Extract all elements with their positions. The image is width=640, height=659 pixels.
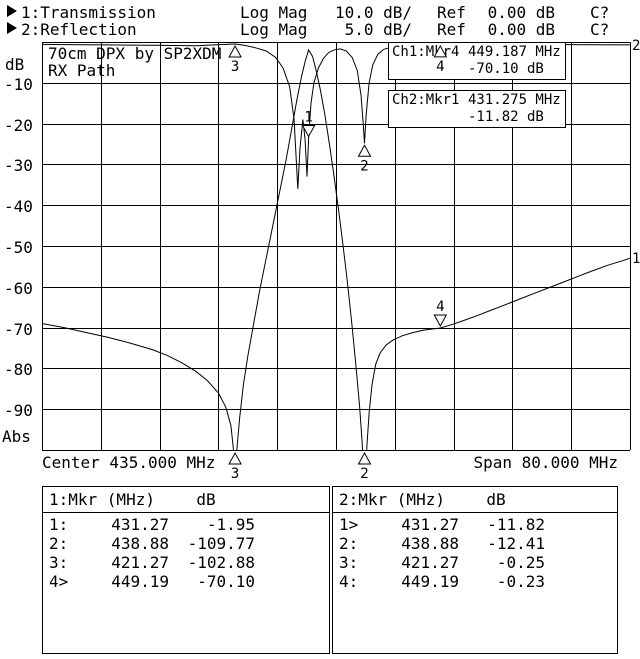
- readout-ch1-label: Ch1:Mkr4: [392, 44, 460, 60]
- marker-table-header-divider: [333, 512, 617, 513]
- marker-db: -0.23: [496, 572, 545, 591]
- marker-frequency: 438.88: [111, 534, 169, 553]
- marker-db: -0.25: [496, 553, 545, 572]
- plot-title-line2: RX Path: [48, 61, 116, 80]
- trace-number-label: 1: [632, 251, 640, 267]
- y-axis-tick-label: -90: [4, 401, 33, 421]
- marker-table-ch1: 1:Mkr (MHz) dB 1: 431.27 -1.95 2: 438.88 -109.7…: [42, 486, 330, 654]
- marker-table-row: 2: 438.88 -109.77: [43, 534, 329, 553]
- grid-lines: [42, 42, 631, 451]
- readout-ch1-frequency: 449.187 MHz: [468, 44, 561, 60]
- marker-table-row: 2: 438.88 -12.41: [333, 534, 617, 553]
- readout-ch2-frequency: 431.275 MHz: [468, 92, 561, 108]
- y-axis-tick-label: -40: [4, 197, 33, 217]
- trace2-label: 2:Reflection: [21, 20, 137, 39]
- center-frequency-label: Center 435.000 MHz: [42, 453, 216, 472]
- trace-number-label: 2: [632, 38, 640, 54]
- marker-table-row: 4> 449.19 -70.10: [43, 572, 329, 591]
- marker-index: 1:: [49, 515, 69, 534]
- y-axis-tick-label: -70: [4, 319, 33, 339]
- marker-index: 1>: [339, 515, 359, 534]
- marker-table-row: 4: 449.19 -0.23: [333, 572, 617, 591]
- marker-index: 2:: [339, 534, 359, 553]
- trace1-format: Log Mag: [240, 3, 308, 22]
- marker-index: 4>: [49, 572, 69, 591]
- marker-table-header-label: 2:Mkr (MHz): [339, 490, 445, 509]
- active-trace2-icon: [7, 22, 17, 34]
- marker-table-row: 1> 431.27 -11.82: [333, 515, 617, 534]
- marker-index: 3:: [339, 553, 359, 572]
- marker-table-ch2: 2:Mkr (MHz) dB 1> 431.27 -11.82 2: 438.88 -12.4…: [332, 486, 618, 654]
- marker-table-row: 3: 421.27 -102.88: [43, 553, 329, 572]
- marker-frequency: 431.27: [111, 515, 169, 534]
- marker-frequency: 421.27: [111, 553, 169, 572]
- marker-db: -1.95: [206, 515, 255, 534]
- y-axis-unit-label: dB: [5, 55, 25, 74]
- trace2-ref-label: Ref: [437, 20, 466, 39]
- marker-db: -109.77: [187, 534, 255, 553]
- y-axis-abs-label: Abs: [2, 427, 31, 446]
- marker-frequency: 449.19: [401, 572, 459, 591]
- trace2-format: Log Mag: [240, 20, 308, 39]
- y-axis-tick-label: -20: [4, 115, 33, 135]
- trace1-ref-label: Ref: [437, 3, 466, 22]
- status-line-trace1: 1:Transmission Log Mag 10.0 dB/ Ref 0.00…: [0, 3, 640, 22]
- active-trace1-icon: [7, 5, 17, 17]
- marker-table-row: 1: 431.27 -1.95: [43, 515, 329, 534]
- y-axis-tick-label: -80: [4, 360, 33, 380]
- trace1-scale: 10.0 dB/: [334, 3, 412, 22]
- span-label: Span 80.000 MHz: [473, 453, 619, 472]
- plot-title-line1: 70cm DPX by SP2XDM: [48, 44, 222, 63]
- marker-frequency: 431.27: [401, 515, 459, 534]
- readout-ch2-label: Ch2:Mkr1: [392, 92, 460, 108]
- marker-table-header-label: 1:Mkr (MHz): [49, 490, 155, 509]
- marker-frequency: 421.27: [401, 553, 459, 572]
- marker-db: -70.10: [197, 572, 255, 591]
- trace1-cal-status: C?: [590, 3, 610, 22]
- y-axis-tick-label: -60: [4, 278, 33, 298]
- trace-transmission-line: [42, 48, 630, 450]
- marker-frequency: 449.19: [111, 572, 169, 591]
- status-line-trace2: 2:Reflection Log Mag 5.0 dB/ Ref 0.00 dB…: [0, 20, 640, 39]
- plot-grid: 12: [42, 38, 640, 451]
- trace2-ref-value: 0.00 dB: [487, 20, 555, 39]
- y-axis-tick-label: -10: [4, 74, 33, 94]
- marker-index: 2:: [49, 534, 69, 553]
- trace1-ref-value: 0.00 dB: [487, 3, 555, 22]
- readout-ch2-value: -11.82 dB: [468, 109, 544, 125]
- marker-readout-ch2: Ch2:Mkr1 431.275 MHz -11.82 dB: [388, 90, 566, 128]
- marker-table-header-unit: dB: [486, 490, 506, 509]
- marker-index: 4:: [339, 572, 359, 591]
- plot-title: 70cm DPX by SP2XDM RX Path: [48, 45, 221, 79]
- readout-ch1-value: -70.10 dB: [468, 61, 544, 77]
- marker-frequency: 438.88: [401, 534, 459, 553]
- trace2-scale: 5.0 dB/: [344, 20, 412, 39]
- trace2-cal-status: C?: [590, 20, 610, 39]
- marker-readout-ch1: Ch1:Mkr4 449.187 MHz -70.10 dB: [388, 42, 566, 80]
- marker-table-row: 3: 421.27 -0.25: [333, 553, 617, 572]
- marker-db: -11.82: [487, 515, 545, 534]
- y-axis-tick-label: -30: [4, 156, 33, 176]
- y-axis-tick-label: -50: [4, 238, 33, 257]
- marker-index: 3:: [49, 553, 69, 572]
- marker-db: -12.41: [487, 534, 545, 553]
- marker-db: -102.88: [187, 553, 255, 572]
- marker-table-header-unit: dB: [196, 490, 216, 509]
- trace1-label: 1:Transmission: [21, 3, 156, 22]
- marker-table-header-divider: [43, 512, 329, 513]
